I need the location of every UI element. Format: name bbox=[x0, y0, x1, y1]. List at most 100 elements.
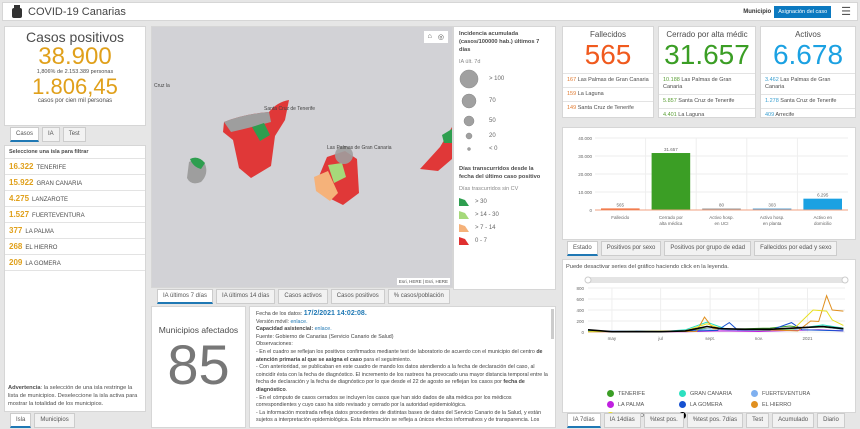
row-value: 149 bbox=[567, 105, 577, 111]
map-controls: ⌂ ◎ bbox=[423, 31, 448, 43]
note-bold: fecha de diagnóstico bbox=[256, 379, 525, 393]
bar[interactable] bbox=[702, 208, 741, 211]
island-name: TENERIFE bbox=[36, 165, 67, 171]
size-label: 50 bbox=[489, 117, 496, 124]
island-count: 1.527 bbox=[9, 210, 30, 219]
tab--test-pos-[interactable]: %test pos. bbox=[643, 413, 684, 428]
tab-ia[interactable]: IA bbox=[42, 127, 60, 142]
y-tick-label: 20.000 bbox=[578, 172, 592, 177]
legend-swatch bbox=[607, 390, 614, 397]
home-icon[interactable]: ⌂ bbox=[427, 33, 432, 40]
bar[interactable] bbox=[651, 153, 691, 210]
legend-item[interactable]: FUERTEVENTURA bbox=[751, 390, 821, 397]
x-tick-label: Cerrado por alta médica bbox=[659, 215, 684, 226]
size-label: 70 bbox=[489, 98, 496, 104]
legend-item[interactable]: LA PALMA bbox=[607, 401, 677, 408]
map[interactable]: Santa Cruz de Tenerife Las Palmas de Gra… bbox=[151, 26, 453, 288]
municipio-label: Municipio bbox=[743, 8, 772, 15]
island-item[interactable]: 268 EL HIERRO bbox=[5, 239, 145, 255]
cases-percent: 1,806% de 2.153.389 personas bbox=[36, 69, 114, 75]
size-legend-item: 50 bbox=[459, 112, 550, 129]
incidence-bubble bbox=[335, 146, 353, 164]
note-p3: - En el cómputo de casos cerrados se inc… bbox=[256, 394, 512, 409]
island-item[interactable]: 209 LA GOMERA bbox=[5, 255, 145, 271]
hamburger-icon[interactable]: ☰ bbox=[841, 6, 851, 18]
series-line-canarias[interactable] bbox=[587, 325, 844, 333]
tab-casos[interactable]: Casos bbox=[10, 127, 40, 142]
version-label: Versión móvil: bbox=[256, 318, 289, 325]
island-item[interactable]: 16.322 TENERIFE bbox=[5, 159, 145, 175]
slider-handle-right[interactable] bbox=[841, 276, 849, 284]
y-tick-label: 200 bbox=[576, 319, 584, 324]
tab-ia-ltimos-7-d-as[interactable]: IA últimos 7 días bbox=[157, 289, 214, 304]
row-value: 159 bbox=[567, 91, 577, 97]
row-label: Santa Cruz de Tenerife bbox=[678, 98, 735, 104]
tab-test[interactable]: Test bbox=[746, 413, 770, 428]
asignacion-button[interactable]: Asignación del caso bbox=[774, 5, 832, 18]
capacidad-label: Capacidad asistencial: bbox=[256, 326, 314, 333]
row-label: Las Palmas de Gran Canaria bbox=[663, 77, 732, 90]
tab-positivos-por-grupo-de-edad[interactable]: Positivos por grupo de edad bbox=[664, 241, 752, 256]
range-slider[interactable] bbox=[588, 277, 845, 283]
map-label-las-palmas: Las Palmas de Gran Canaria bbox=[327, 145, 392, 151]
y-tick-label: 10.000 bbox=[578, 190, 592, 195]
island-fuerteventura[interactable] bbox=[420, 127, 452, 171]
y-tick-label: 0 bbox=[581, 330, 584, 335]
tab--test-pos-7d-as[interactable]: %test pos. 7días bbox=[686, 413, 744, 428]
class-legend-item: > 14 - 30 bbox=[459, 208, 550, 221]
cases-tabs: Casos IA Test bbox=[10, 127, 86, 142]
island-item[interactable]: 15.922 GRAN CANARIA bbox=[5, 175, 145, 191]
tab--casos-poblaci-n[interactable]: % casos/población bbox=[387, 289, 450, 304]
bar[interactable] bbox=[752, 208, 792, 211]
bar[interactable] bbox=[601, 208, 640, 211]
island-item[interactable]: 377 LA PALMA bbox=[5, 223, 145, 239]
tab-positivos-por-sexo[interactable]: Positivos por sexo bbox=[600, 241, 662, 256]
tab-test[interactable]: Test bbox=[62, 127, 86, 142]
version-link[interactable]: enlace. bbox=[290, 318, 308, 325]
tab-ia-14d-as[interactable]: IA 14días bbox=[603, 413, 641, 428]
y-tick-label: 800 bbox=[576, 286, 584, 291]
legend-item[interactable]: GRAN CANARIA bbox=[679, 390, 749, 397]
class-label: 0 - 7 bbox=[475, 237, 488, 244]
legend-label: LA PALMA bbox=[618, 401, 645, 408]
tab-casos-activos[interactable]: Casos activos bbox=[278, 289, 328, 304]
size-label: < 0 bbox=[489, 145, 498, 152]
tab-estado[interactable]: Estado bbox=[567, 241, 598, 256]
note-p1: - En el cuadro se reflejan los positivos… bbox=[256, 349, 549, 364]
indicator-title: Activos bbox=[795, 30, 821, 39]
legend-title-ia: Incidencia acumulada (casos/100000 hab.)… bbox=[459, 31, 540, 53]
tab-municipios[interactable]: Municipios bbox=[34, 413, 75, 428]
layers-icon[interactable]: ◎ bbox=[437, 34, 444, 41]
tab-ia-ltimos-14-d-as[interactable]: IA últimos 14 días bbox=[216, 289, 276, 304]
series-line-el-hierro[interactable] bbox=[587, 294, 844, 333]
x-tick-label: jul bbox=[657, 336, 663, 341]
tab-acumulado[interactable]: Acumulado bbox=[772, 413, 815, 428]
notes-scrollbar[interactable] bbox=[551, 309, 554, 339]
island-item[interactable]: 4.275 LANZAROTE bbox=[5, 191, 145, 207]
island-item[interactable]: 1.527 FUERTEVENTURA bbox=[5, 207, 145, 223]
island-name: EL HIERRO bbox=[25, 245, 58, 251]
legend-label: FUERTEVENTURA bbox=[762, 390, 811, 397]
tab-isla[interactable]: Isla bbox=[10, 413, 32, 428]
legend-item[interactable]: LA GOMERA bbox=[679, 401, 749, 408]
row-value: 409 bbox=[765, 112, 775, 118]
tab-casos-positivos[interactable]: Casos positivos bbox=[330, 289, 385, 304]
capacidad-link[interactable]: enlace. bbox=[314, 326, 332, 333]
legend-label: EL HIERRO bbox=[762, 401, 792, 408]
indicator-row: 3.462 Las Palmas de Gran Canaria bbox=[761, 73, 855, 94]
island-count: 15.922 bbox=[9, 178, 34, 187]
legend-item[interactable]: EL HIERRO bbox=[751, 401, 821, 408]
bar[interactable] bbox=[803, 198, 842, 210]
tab-diario[interactable]: Diario bbox=[817, 413, 845, 428]
tab-ia-7d-as[interactable]: IA 7días bbox=[567, 413, 601, 428]
tab-fallecidos-por-edad-y-sexo[interactable]: Fallecidos por edad y sexo bbox=[754, 241, 838, 256]
fuerteventura-green bbox=[442, 129, 452, 143]
circle-symbol bbox=[461, 93, 477, 109]
estado-bar-chart: 0 10.000 20.000 30.000 40.000 565 Fallecido 31.… bbox=[578, 136, 848, 226]
map-canvas: Santa Cruz de Tenerife Las Palmas de Gra… bbox=[154, 83, 452, 205]
island-name: LANZAROTE bbox=[32, 197, 69, 203]
legend-item[interactable]: TENERIFE bbox=[607, 390, 677, 397]
slider-handle-left[interactable] bbox=[584, 276, 592, 284]
size-legend-item: 20 bbox=[459, 129, 550, 142]
fuente-text: Fuente: Gobierno de Canarias (Servicio C… bbox=[256, 333, 394, 340]
